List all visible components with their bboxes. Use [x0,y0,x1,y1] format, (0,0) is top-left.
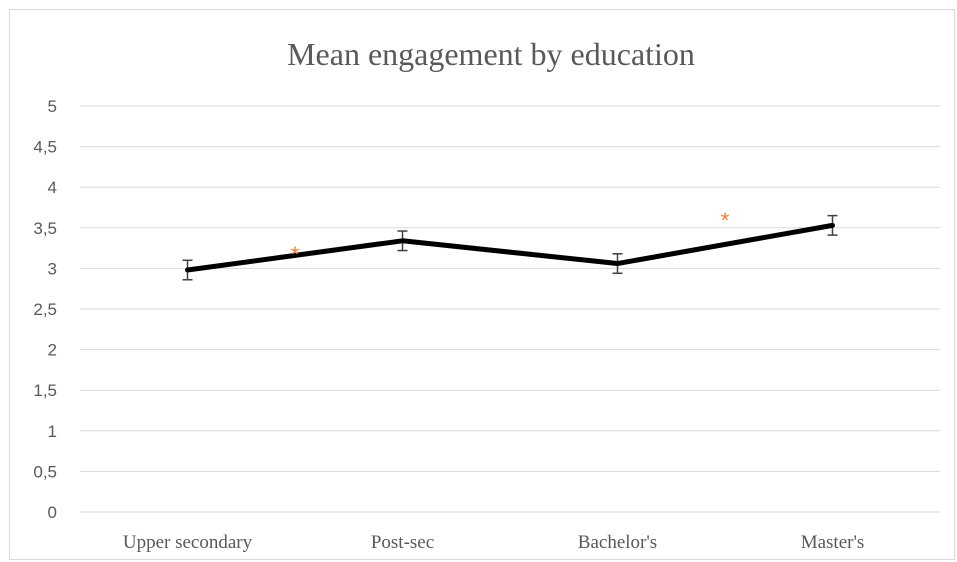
significance-marker-1: * [721,208,730,233]
x-tick-label-2: Bachelor's [578,532,657,553]
y-tick-label-7: 3,5 [33,219,57,238]
error-bars [182,214,838,281]
significance-marker-0: * [291,242,300,267]
x-tick-label-1: Post-sec [371,532,434,553]
series-line [185,222,835,273]
line-chart: Mean engagement by education 0 0,5 1 1,5 2 2,… [33,36,940,553]
significance-annotations: ** [291,208,730,267]
y-tick-label-8: 4 [48,178,57,197]
chart-area: Mean engagement by education 0 0,5 1 1,5 2 2,… [9,9,955,560]
chart-title: Mean engagement by education [287,36,695,72]
y-tick-label-4: 2 [48,341,57,360]
x-tick-label-0: Upper secondary [123,532,253,553]
y-tick-label-2: 1 [48,422,57,441]
y-tick-label-9: 4,5 [33,138,57,157]
y-tick-label-5: 2,5 [33,300,57,319]
y-axis-tick-labels: 0 0,5 1 1,5 2 2,5 3 3,5 4 4,5 5 [33,97,57,522]
x-tick-label-3: Master's [801,532,865,553]
y-tick-label-10: 5 [48,97,57,116]
x-axis-tick-labels: Upper secondary Post-sec Bachelor's Master'… [123,532,864,553]
y-tick-label-1: 0,5 [33,462,57,481]
gridlines [80,105,940,513]
y-tick-label-6: 3 [48,259,57,278]
y-tick-label-3: 1,5 [33,381,57,400]
series-line-layer [185,222,835,273]
y-tick-label-0: 0 [48,503,57,522]
